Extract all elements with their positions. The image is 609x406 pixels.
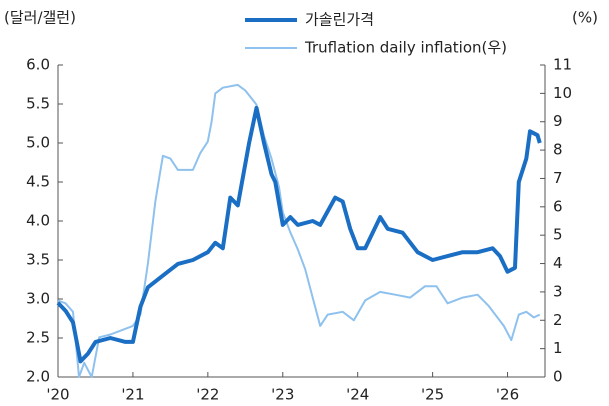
x-tick-label: '23 [271,386,294,404]
y2-tick-label: 11 [553,56,572,74]
y-tick-label: 4.5 [26,173,50,191]
y2-tick-label: 9 [553,112,563,130]
series-line [56,105,542,364]
y2-tick-label: 3 [553,282,563,300]
y-tick-label: 2.0 [26,368,50,386]
y2-tick-label: 8 [553,141,563,159]
y2-tick-label: 7 [553,169,563,187]
y2-tick-label: 1 [553,339,563,357]
y-tick-label: 5.0 [26,134,50,152]
legend-label: 가솔린가격 [305,11,374,29]
x-tick-label: '20 [46,386,69,404]
legend-label: Truflation daily inflation(우) [304,39,507,57]
y2-tick-label: 5 [553,226,563,244]
x-tick-label: '22 [196,386,219,404]
y2-tick-label: 4 [553,254,563,272]
y2-tick-label: 2 [553,311,563,329]
y-tick-label: 2.5 [26,329,50,347]
y-tick-label: 4.0 [26,212,50,230]
y-tick-label: 3.0 [26,290,50,308]
y2-tick-label: 0 [553,368,563,386]
x-tick-label: '26 [496,386,519,404]
x-tick-label: '25 [421,386,444,404]
y2-tick-label: 6 [553,197,563,215]
y-tick-label: 3.5 [26,251,50,269]
y2-tick-label: 10 [553,84,572,102]
y-tick-label: 6.0 [26,56,50,74]
x-tick-label: '21 [121,386,144,404]
y2-axis-label: (%) [572,9,598,27]
series-line [57,83,541,378]
y-axis-label: (달러/갤런) [4,9,76,27]
x-tick-label: '24 [346,386,369,404]
y-tick-label: 5.5 [26,95,50,113]
